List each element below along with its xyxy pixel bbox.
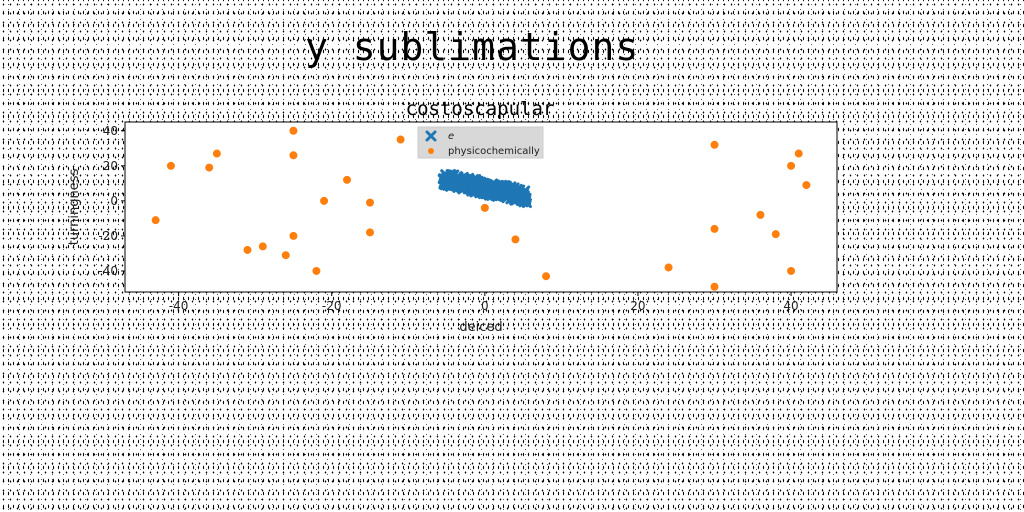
series-physicochemically [151,126,811,291]
data-point-physicochemically [664,263,673,272]
x-tick-label: -20 [322,299,342,313]
data-point-physicochemically [756,210,765,219]
data-point-physicochemically [542,272,551,281]
data-point-physicochemically [771,230,780,239]
x-tick-label: 40 [783,299,798,313]
x-axis-label: deiced [459,320,502,335]
data-point-physicochemically [787,266,796,275]
legend-marker-physicochemically [428,148,434,154]
y-axis-ticks: -40 -20 0 20 40 [98,124,125,278]
data-point-physicochemically [205,163,214,172]
data-point-physicochemically [289,151,298,160]
data-point-physicochemically [289,231,298,240]
legend-box [417,126,544,159]
page-title: y sublimations [305,25,640,69]
data-point-physicochemically [166,161,175,170]
x-tick-label: 20 [630,299,645,313]
data-point-physicochemically [787,161,796,170]
data-point-physicochemically [511,235,520,244]
chart-title: costoscapular [406,98,555,120]
x-tick-label: -40 [169,299,189,313]
y-tick-label: 20 [103,159,118,173]
data-point-physicochemically [258,242,267,251]
y-tick-label: 0 [110,194,118,208]
legend-label-physicochemically: physicochemically [448,146,540,157]
legend-x-glyph [425,130,437,142]
data-point-physicochemically [212,149,221,158]
data-point-physicochemically [312,266,321,275]
y-tick-label: -20 [98,229,118,243]
legend-label-e: e [448,131,454,142]
data-point-physicochemically [710,282,719,291]
legend-marker-e [425,130,437,142]
y-tick-label: -40 [98,264,118,278]
x-axis-ticks: -40 -20 0 20 40 [169,292,799,313]
data-point-physicochemically [480,203,489,212]
y-axis-label: turningness [67,168,82,245]
data-point-physicochemically [343,175,352,184]
data-point-physicochemically [365,198,374,207]
data-point-physicochemically [281,251,290,260]
x-tick-label: 0 [481,299,489,313]
legend: e physicochemically [417,126,544,159]
data-point-physicochemically [802,181,811,190]
y-tick-label: 40 [103,124,118,138]
data-point-physicochemically [396,135,405,144]
data-point-physicochemically [365,228,374,237]
data-point-e [521,198,532,209]
data-point-physicochemically [243,245,252,254]
data-point-physicochemically [289,126,298,135]
data-point-physicochemically [794,149,803,158]
data-point-physicochemically [710,224,719,233]
series-e [437,169,532,209]
data-point-physicochemically [151,216,160,225]
data-point-physicochemically [320,196,329,205]
data-point-physicochemically [710,140,719,149]
